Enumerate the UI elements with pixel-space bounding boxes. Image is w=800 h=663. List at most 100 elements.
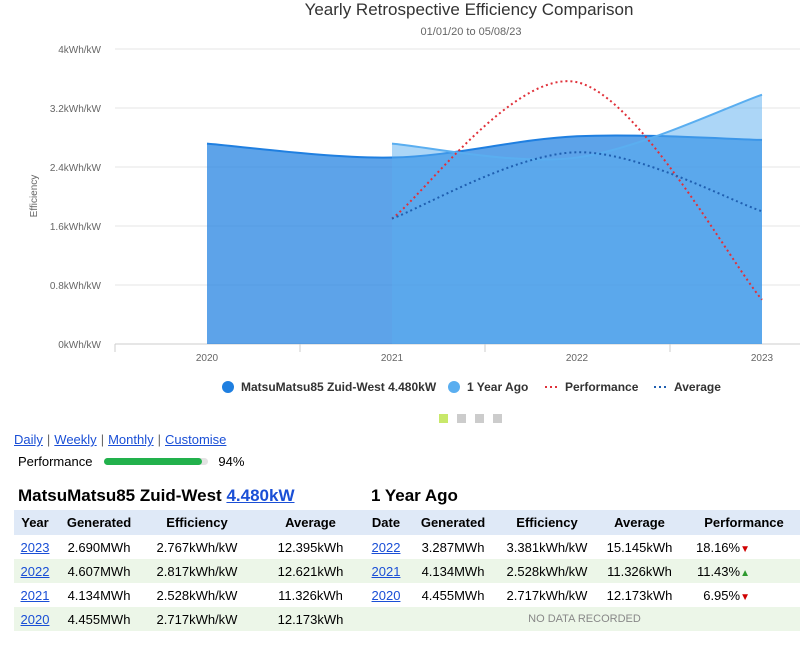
table-row: 2022 3.287MWh 3.381kWh/kW 15.145kWh 18.1… xyxy=(369,535,800,559)
legend-marker xyxy=(222,381,234,393)
table-row: 2021 4.134MWh 2.528kWh/kW 11.326kWh 11.4… xyxy=(369,559,800,583)
header-efficiency: Efficiency xyxy=(142,510,252,535)
table-row: 2021 4.134MWh 2.528kWh/kW 11.326kWh xyxy=(14,583,369,607)
chart-pager xyxy=(439,414,502,423)
link-separator: | xyxy=(157,432,161,447)
series-line xyxy=(391,80,763,301)
date-link[interactable]: 2021 xyxy=(371,563,401,579)
link-separator: | xyxy=(100,432,105,447)
monthly-link[interactable]: Monthly xyxy=(108,432,154,447)
comparison-table: Date Generated Efficiency Average Perfor… xyxy=(369,510,800,631)
year-link[interactable]: 2023 xyxy=(20,539,50,555)
performance-summary: Performance 94% xyxy=(18,454,244,469)
generated-cell: 2.690MWh xyxy=(67,539,131,555)
system-name: MatsuMatsu85 Zuid-West xyxy=(18,486,222,505)
year-link[interactable]: 2021 xyxy=(20,587,50,603)
chart-legend: MatsuMatsu85 Zuid-West 4.480kW 1 Year Ago… xyxy=(222,380,721,394)
system-title: MatsuMatsu85 Zuid-West 4.480kW xyxy=(18,486,295,506)
daily-link[interactable]: Daily xyxy=(14,432,43,447)
x-axis-ticks: 2020 2021 2022 2023 xyxy=(114,343,800,364)
efficiency-cell: 2.528kWh/kW xyxy=(503,559,591,583)
performance-value: 6.95% xyxy=(703,587,741,603)
average-cell: 11.326kWh xyxy=(278,587,343,603)
efficiency-cell: 2.767kWh/kW xyxy=(156,539,238,555)
average-cell: 12.395kWh xyxy=(277,539,344,555)
average-cell: 12.173kWh xyxy=(606,587,673,603)
chart-subtitle: 01/01/20 to 05/08/23 xyxy=(421,26,522,38)
performance-percent: 94% xyxy=(218,454,245,469)
y-axis-title: Efficiency xyxy=(29,175,40,218)
header-generated: Generated xyxy=(56,510,142,535)
year-link[interactable]: 2022 xyxy=(20,563,50,579)
table-row: NO DATA RECORDED xyxy=(369,607,800,631)
legend-label: MatsuMatsu85 Zuid-West 4.480kW xyxy=(241,380,437,394)
customise-link[interactable]: Customise xyxy=(165,432,227,447)
efficiency-cell: 2.817kWh/kW xyxy=(142,559,252,583)
header-efficiency: Efficiency xyxy=(503,510,591,535)
x-tick-label: 2020 xyxy=(196,353,219,364)
performance-cell: 11.43%▲ xyxy=(688,559,800,583)
performance-bar-fill xyxy=(104,458,203,465)
generated-cell: 4.455MWh xyxy=(56,607,142,631)
table-row: 2020 4.455MWh 2.717kWh/kW 12.173kWh 6.95… xyxy=(369,583,800,607)
legend-label: Average xyxy=(674,380,721,394)
y-tick-label: 3.2kWh/kW xyxy=(50,104,102,115)
y-tick-label: 0.8kWh/kW xyxy=(50,281,102,292)
x-tick-label: 2023 xyxy=(751,353,774,364)
efficiency-cell: 3.381kWh/kW xyxy=(506,539,588,555)
link-separator: | xyxy=(46,432,51,447)
series-area-fill xyxy=(392,94,762,345)
performance-cell: 6.95%▼ xyxy=(688,583,800,607)
average-cell: 12.621kWh xyxy=(252,559,369,583)
x-tick-label: 2021 xyxy=(381,353,404,364)
trend-down-icon: ▼ xyxy=(740,591,750,603)
date-link[interactable]: 2020 xyxy=(371,587,401,603)
performance-cell: 18.16%▼ xyxy=(688,535,800,559)
average-cell: 15.145kWh xyxy=(606,539,673,555)
trend-up-icon: ▲ xyxy=(740,567,750,579)
y-tick-label: 4kWh/kW xyxy=(58,45,101,56)
average-cell: 12.173kWh xyxy=(252,607,369,631)
generated-cell: 4.455MWh xyxy=(421,587,485,603)
date-link[interactable]: 2022 xyxy=(371,539,401,555)
table-row: 2023 2.690MWh 2.767kWh/kW 12.395kWh xyxy=(14,535,369,559)
pager-dot xyxy=(457,414,466,423)
chart-title: Yearly Retrospective Efficiency Comparis… xyxy=(305,0,634,19)
average-cell: 11.326kWh xyxy=(591,559,688,583)
header-generated: Generated xyxy=(403,510,503,535)
no-data-message: NO DATA RECORDED xyxy=(369,607,800,631)
y-tick-label: 0kWh/kW xyxy=(58,340,101,351)
performance-value: 11.43% xyxy=(696,563,741,579)
system-size-link[interactable]: 4.480kW xyxy=(226,486,295,505)
efficiency-cell: 2.717kWh/kW xyxy=(142,607,252,631)
efficiency-chart: Yearly Retrospective Efficiency Comparis… xyxy=(29,0,800,423)
year-link[interactable]: 2020 xyxy=(20,611,50,627)
header-year: Year xyxy=(14,510,56,535)
series-area-edge xyxy=(391,93,763,161)
table-row: 2022 4.607MWh 2.817kWh/kW 12.621kWh xyxy=(14,559,369,583)
header-average: Average xyxy=(591,510,688,535)
period-links: Daily | Weekly | Monthly | Customise xyxy=(14,432,226,447)
weekly-link[interactable]: Weekly xyxy=(54,432,97,447)
generated-cell: 4.607MWh xyxy=(56,559,142,583)
header-performance: Performance xyxy=(688,510,800,535)
series-line xyxy=(391,151,763,220)
pager-dot xyxy=(475,414,484,423)
generated-cell: 4.134MWh xyxy=(67,587,131,603)
previous-title: 1 Year Ago xyxy=(371,486,458,505)
trend-down-icon: ▼ xyxy=(740,543,750,555)
pager-dot xyxy=(493,414,502,423)
legend-label: 1 Year Ago xyxy=(467,380,528,394)
efficiency-cell: 2.528kWh/kW xyxy=(156,587,238,603)
y-tick-label: 2.4kWh/kW xyxy=(50,163,102,174)
generated-cell: 4.134MWh xyxy=(403,559,503,583)
y-axis-ticks: 0kWh/kW 0.8kWh/kW 1.6kWh/kW 2.4kWh/kW 3.2kWh… xyxy=(50,45,102,351)
efficiency-cell: 2.717kWh/kW xyxy=(506,587,588,603)
performance-label: Performance xyxy=(18,454,93,469)
legend-marker xyxy=(448,381,460,393)
performance-bar xyxy=(104,458,209,465)
header-average: Average xyxy=(252,510,369,535)
pager-dot xyxy=(439,414,448,423)
table-row: 2020 4.455MWh 2.717kWh/kW 12.173kWh xyxy=(14,607,369,631)
performance-value: 18.16% xyxy=(696,539,741,555)
